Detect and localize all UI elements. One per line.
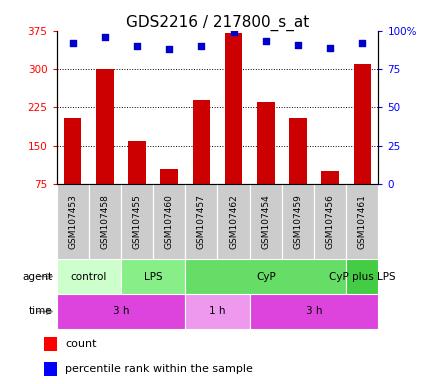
Bar	[121, 184, 153, 259]
Text: LPS: LPS	[144, 271, 162, 281]
Text: 1 h: 1 h	[209, 306, 225, 316]
Bar	[185, 259, 345, 294]
Bar	[224, 33, 242, 184]
Bar	[249, 294, 378, 329]
Bar	[153, 184, 185, 259]
Bar	[217, 184, 249, 259]
Text: GSM107462: GSM107462	[229, 194, 237, 249]
Bar	[345, 259, 378, 294]
Point	[101, 34, 108, 40]
Point	[197, 43, 204, 49]
Bar	[43, 337, 56, 351]
Text: GSM107455: GSM107455	[132, 194, 141, 249]
Bar	[345, 184, 378, 259]
Point	[165, 46, 172, 52]
Text: GSM107461: GSM107461	[357, 194, 366, 249]
Point	[133, 43, 140, 49]
Bar	[281, 184, 313, 259]
Bar	[289, 118, 306, 184]
Text: GSM107453: GSM107453	[68, 194, 77, 249]
Text: GSM107459: GSM107459	[293, 194, 302, 249]
Bar	[89, 184, 121, 259]
Text: 3 h: 3 h	[305, 306, 322, 316]
Title: GDS2216 / 217800_s_at: GDS2216 / 217800_s_at	[125, 15, 309, 31]
Text: agent: agent	[22, 271, 52, 281]
Point	[262, 38, 269, 45]
Bar	[192, 100, 210, 184]
Bar	[185, 184, 217, 259]
Point	[326, 45, 333, 51]
Bar	[96, 69, 113, 184]
Bar	[56, 184, 89, 259]
Text: GSM107457: GSM107457	[197, 194, 205, 249]
Text: CyP plus LPS: CyP plus LPS	[328, 271, 395, 281]
Point	[294, 41, 301, 48]
Bar	[321, 171, 338, 184]
Text: percentile rank within the sample: percentile rank within the sample	[65, 364, 253, 374]
Bar	[121, 259, 185, 294]
Text: GSM107458: GSM107458	[100, 194, 109, 249]
Text: GSM107460: GSM107460	[164, 194, 173, 249]
Text: CyP: CyP	[255, 271, 275, 281]
Bar	[185, 294, 249, 329]
Bar	[43, 362, 56, 376]
Bar	[313, 184, 345, 259]
Bar	[249, 184, 281, 259]
Bar	[64, 118, 81, 184]
Point	[69, 40, 76, 46]
Text: 3 h: 3 h	[112, 306, 129, 316]
Text: count: count	[65, 339, 96, 349]
Point	[358, 40, 365, 46]
Bar	[256, 102, 274, 184]
Bar	[128, 141, 145, 184]
Text: time: time	[29, 306, 52, 316]
Bar	[353, 64, 370, 184]
Bar	[56, 294, 185, 329]
Bar	[56, 259, 121, 294]
Text: control: control	[70, 271, 107, 281]
Bar	[160, 169, 178, 184]
Text: GSM107454: GSM107454	[261, 194, 270, 249]
Text: GSM107456: GSM107456	[325, 194, 334, 249]
Point	[230, 29, 237, 35]
